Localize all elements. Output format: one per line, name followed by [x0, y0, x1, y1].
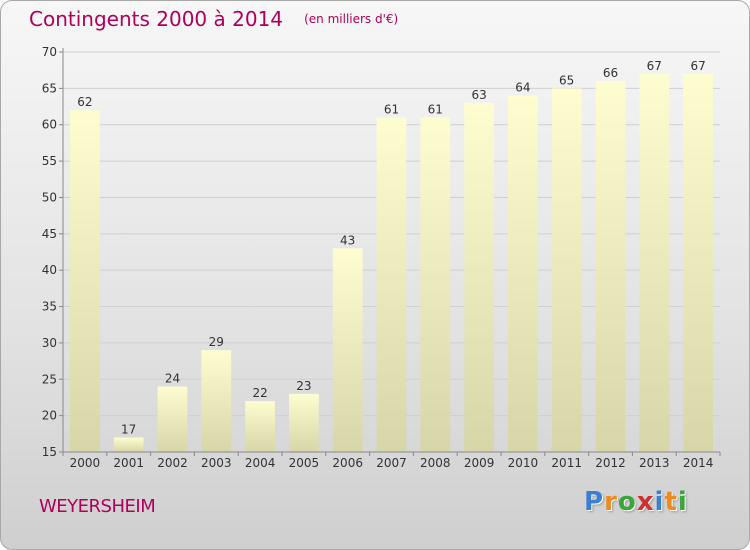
logo-letter: o — [617, 487, 637, 517]
proxiti-logo: Proxiti — [584, 487, 688, 517]
y-tick-label: 15 — [42, 445, 57, 459]
logo-letter: r — [604, 487, 618, 517]
x-tick-label: 2001 — [113, 456, 144, 470]
bar-2004 — [245, 401, 275, 452]
bar-2002 — [157, 386, 188, 452]
logo-letter: i — [654, 487, 665, 517]
bar-2009 — [464, 102, 494, 452]
bars — [70, 73, 713, 453]
data-labels: 62 17 24 29 22 23 43 61 61 63 64 65 66 67 67 — [77, 59, 705, 437]
data-label: 67 — [690, 59, 705, 73]
x-tick-label: 2008 — [420, 456, 451, 470]
x-tick-label: 2006 — [332, 456, 363, 470]
data-label: 64 — [515, 81, 530, 95]
x-tick-label: 2012 — [595, 456, 626, 470]
commune-name: WEYERSHEIM — [39, 496, 156, 517]
x-tick-label: 2005 — [289, 456, 320, 470]
y-tick-label: 65 — [42, 81, 57, 95]
bar-2010 — [508, 95, 538, 453]
data-label: 24 — [165, 372, 180, 386]
bar-2005 — [289, 393, 319, 452]
y-tick-label: 20 — [42, 409, 57, 423]
data-label: 23 — [296, 379, 311, 393]
axes: 15 20 25 30 35 40 45 50 55 60 65 70 2000 2001 2002 2003… — [42, 45, 721, 470]
bar-2007 — [376, 117, 407, 453]
chart-title: Contingents 2000 à 2014 — [29, 7, 284, 31]
y-tick-label: 70 — [42, 45, 57, 59]
data-label: 43 — [340, 233, 355, 247]
x-tick-label: 2013 — [639, 456, 670, 470]
y-tick-label: 25 — [42, 372, 57, 386]
bar-2001 — [113, 437, 144, 452]
bar-2006 — [332, 248, 363, 452]
data-label: 67 — [647, 59, 662, 73]
logo-letter: t — [664, 487, 678, 517]
x-tick-label: 2009 — [464, 456, 495, 470]
bar-2003 — [201, 350, 232, 452]
x-tick-label: 2010 — [508, 456, 539, 470]
data-label: 17 — [121, 422, 136, 436]
bar-2008 — [420, 117, 451, 453]
data-label: 61 — [384, 102, 399, 116]
y-tick-label: 35 — [42, 300, 57, 314]
x-tick-label: 2007 — [376, 456, 407, 470]
x-tick-label: 2004 — [245, 456, 276, 470]
y-tick-label: 60 — [42, 118, 57, 132]
data-label: 63 — [471, 88, 486, 102]
y-tick-label: 45 — [42, 227, 57, 241]
data-label: 62 — [77, 95, 92, 109]
x-tick-label: 2014 — [683, 456, 714, 470]
logo-letter: x — [636, 487, 655, 517]
logo-letter: i — [677, 487, 688, 517]
x-tick-label: 2003 — [201, 456, 232, 470]
x-tick-label: 2002 — [157, 456, 188, 470]
y-tick-label: 55 — [42, 154, 57, 168]
bar-2014 — [683, 73, 713, 453]
bar-2000 — [70, 110, 100, 452]
data-label: 66 — [603, 66, 618, 80]
data-label: 22 — [252, 386, 267, 400]
x-tick-label: 2000 — [70, 456, 101, 470]
logo-letter: P — [584, 487, 605, 517]
title-row: Contingents 2000 à 2014 (en milliers d'€… — [29, 7, 398, 31]
data-label: 61 — [428, 102, 443, 116]
bar-2013 — [639, 73, 670, 453]
bar-2011 — [551, 88, 582, 452]
data-label: 65 — [559, 73, 574, 87]
y-tick-label: 30 — [42, 336, 57, 350]
bar-2012 — [595, 81, 626, 452]
x-tick-label: 2011 — [551, 456, 582, 470]
y-tick-label: 50 — [42, 190, 57, 204]
chart-unit: (en milliers d'€) — [304, 12, 399, 26]
data-label: 29 — [209, 335, 224, 349]
y-tick-label: 40 — [42, 263, 57, 277]
